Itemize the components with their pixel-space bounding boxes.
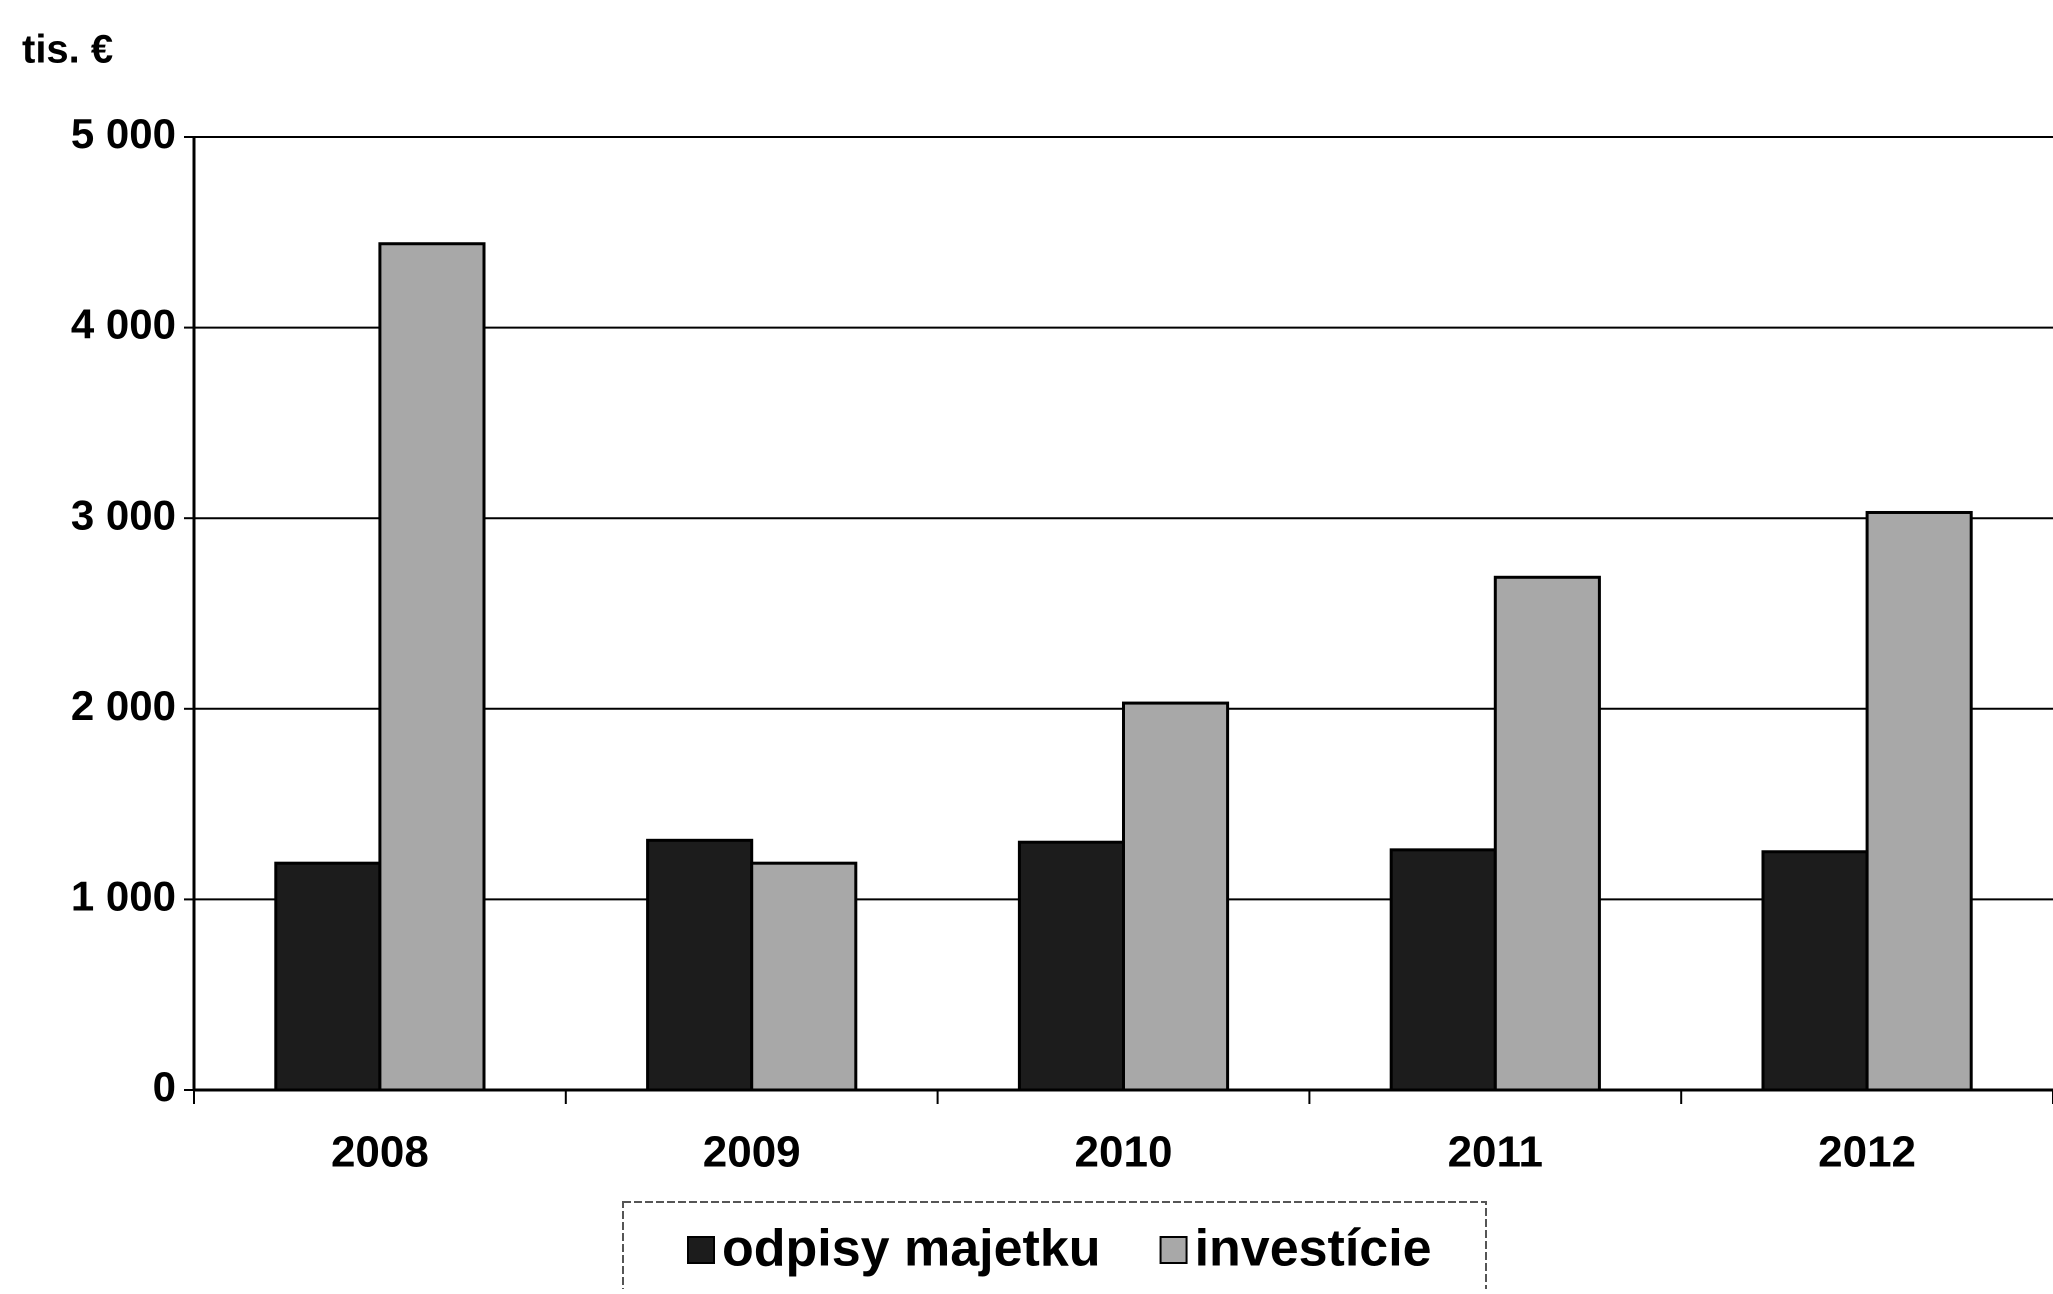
bar	[274, 861, 382, 1092]
bar	[646, 838, 754, 1092]
bar	[1122, 701, 1230, 1092]
y-tick-label: 3 000	[71, 491, 176, 538]
x-tick-label: 2011	[1448, 1128, 1543, 1177]
y-unit-label: tis. €	[22, 28, 113, 72]
legend-box	[622, 1201, 1487, 1294]
legend-swatch	[687, 1236, 715, 1264]
bar	[1017, 840, 1125, 1092]
bar	[750, 861, 858, 1092]
y-tick-label: 5 000	[71, 110, 176, 157]
bar	[1761, 850, 1869, 1092]
y-tick-label: 4 000	[71, 301, 176, 348]
y-tick-label: 0	[153, 1063, 176, 1110]
x-tick-label: 2009	[703, 1128, 801, 1177]
legend-label: odpisy majetku	[722, 1220, 1101, 1278]
y-tick-label: 1 000	[71, 872, 176, 919]
legend-label: investície	[1195, 1220, 1432, 1278]
bar	[1493, 575, 1601, 1092]
x-tick-label: 2012	[1818, 1128, 1916, 1177]
x-tick-label: 2008	[331, 1128, 429, 1177]
bar	[378, 242, 486, 1092]
y-tick-label: 2 000	[71, 682, 176, 729]
legend-swatch	[1159, 1236, 1188, 1264]
bar	[1865, 510, 1973, 1092]
bar	[1389, 848, 1497, 1092]
x-tick-label: 2010	[1075, 1128, 1173, 1177]
